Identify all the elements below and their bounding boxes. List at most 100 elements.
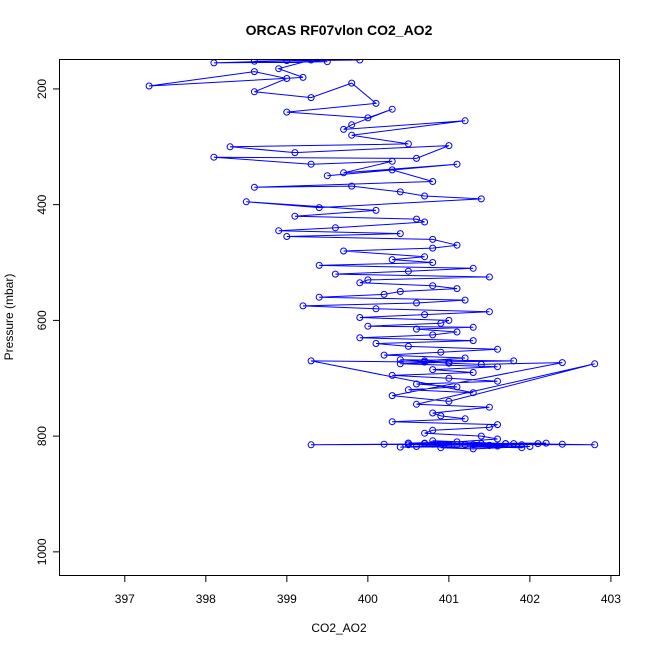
data-point bbox=[388, 392, 396, 400]
data-point bbox=[372, 206, 380, 214]
data-point bbox=[461, 354, 469, 362]
data-point bbox=[307, 94, 315, 102]
data-point bbox=[461, 117, 469, 125]
data-point bbox=[388, 418, 396, 426]
data-point bbox=[250, 68, 258, 76]
data-point bbox=[413, 299, 420, 307]
data-point bbox=[469, 445, 477, 453]
data-point bbox=[364, 114, 372, 122]
series-line bbox=[149, 60, 595, 450]
data-point bbox=[485, 423, 493, 431]
x-tick-label: 399 bbox=[277, 592, 297, 606]
data-point bbox=[388, 166, 396, 174]
data-point bbox=[380, 351, 388, 359]
data-point bbox=[315, 204, 323, 212]
data-point bbox=[356, 60, 364, 64]
data-point bbox=[437, 319, 445, 327]
data-point bbox=[429, 409, 437, 417]
data-point bbox=[421, 429, 429, 437]
data-point bbox=[591, 360, 599, 368]
data-point bbox=[421, 358, 429, 366]
data-point bbox=[591, 441, 599, 449]
data-point bbox=[348, 131, 356, 139]
data-point bbox=[453, 383, 461, 391]
data-point bbox=[429, 259, 437, 266]
data-point bbox=[380, 290, 388, 298]
data-point bbox=[396, 188, 404, 196]
data-point bbox=[380, 440, 388, 448]
data-point bbox=[307, 160, 315, 168]
data-point bbox=[413, 154, 420, 162]
data-point bbox=[340, 125, 348, 133]
data-point bbox=[242, 198, 250, 206]
data-point bbox=[364, 322, 372, 330]
series-layer bbox=[145, 60, 599, 453]
data-point bbox=[323, 172, 331, 180]
data-point bbox=[348, 121, 356, 129]
data-point bbox=[356, 334, 364, 342]
data-point bbox=[526, 443, 534, 450]
plot-frame bbox=[59, 59, 620, 576]
y-tick-label: 800 bbox=[35, 426, 49, 446]
data-point bbox=[477, 440, 485, 448]
x-tick-label: 402 bbox=[520, 592, 540, 606]
data-point bbox=[145, 82, 153, 90]
x-tick-label: 401 bbox=[439, 592, 459, 606]
data-point bbox=[250, 60, 258, 65]
data-point bbox=[437, 444, 445, 452]
data-point bbox=[429, 235, 437, 243]
y-tick-label: 600 bbox=[35, 310, 49, 330]
data-point bbox=[421, 253, 429, 261]
data-point bbox=[469, 389, 477, 397]
data-point bbox=[453, 285, 461, 293]
data-point bbox=[485, 403, 493, 411]
data-point bbox=[413, 380, 420, 388]
data-point bbox=[275, 227, 283, 235]
data-point bbox=[445, 359, 453, 367]
data-point bbox=[356, 279, 364, 287]
data-point bbox=[299, 73, 307, 81]
x-axis: 397 398 399 400 401 402 403 bbox=[115, 575, 621, 606]
data-point bbox=[315, 261, 323, 269]
data-point bbox=[291, 212, 299, 220]
data-point bbox=[485, 308, 493, 316]
data-point bbox=[307, 357, 315, 365]
data-point bbox=[445, 142, 453, 150]
data-point bbox=[323, 60, 331, 66]
data-point bbox=[404, 342, 412, 350]
x-axis-label: CO2_AO2 bbox=[311, 621, 367, 635]
data-point bbox=[396, 230, 404, 238]
data-point bbox=[429, 244, 437, 252]
data-point bbox=[413, 325, 420, 333]
x-tick-label: 403 bbox=[601, 592, 621, 606]
data-point bbox=[453, 438, 461, 446]
data-point bbox=[421, 192, 429, 200]
data-point bbox=[307, 441, 315, 449]
data-point bbox=[396, 443, 404, 451]
data-point bbox=[283, 75, 291, 82]
data-point bbox=[469, 264, 477, 272]
data-point bbox=[518, 444, 526, 452]
x-tick-label: 398 bbox=[196, 592, 216, 606]
data-point bbox=[331, 270, 339, 278]
data-point bbox=[534, 440, 542, 448]
data-point bbox=[437, 412, 445, 420]
x-tick-label: 400 bbox=[358, 592, 378, 606]
data-point bbox=[226, 143, 234, 151]
data-point bbox=[364, 276, 372, 284]
data-point bbox=[250, 88, 258, 96]
data-point bbox=[429, 331, 437, 339]
data-point bbox=[558, 359, 566, 367]
data-point bbox=[453, 241, 461, 249]
data-point bbox=[445, 374, 453, 382]
data-point bbox=[388, 256, 396, 264]
data-point bbox=[396, 356, 404, 364]
data-point bbox=[275, 65, 283, 73]
data-point bbox=[210, 153, 218, 161]
data-point bbox=[291, 149, 299, 157]
chart-title: ORCAS RF07vlon CO2_AO2 bbox=[246, 22, 433, 38]
data-point bbox=[372, 99, 380, 107]
data-point bbox=[494, 377, 501, 385]
data-point bbox=[283, 60, 291, 65]
data-point bbox=[469, 441, 477, 449]
